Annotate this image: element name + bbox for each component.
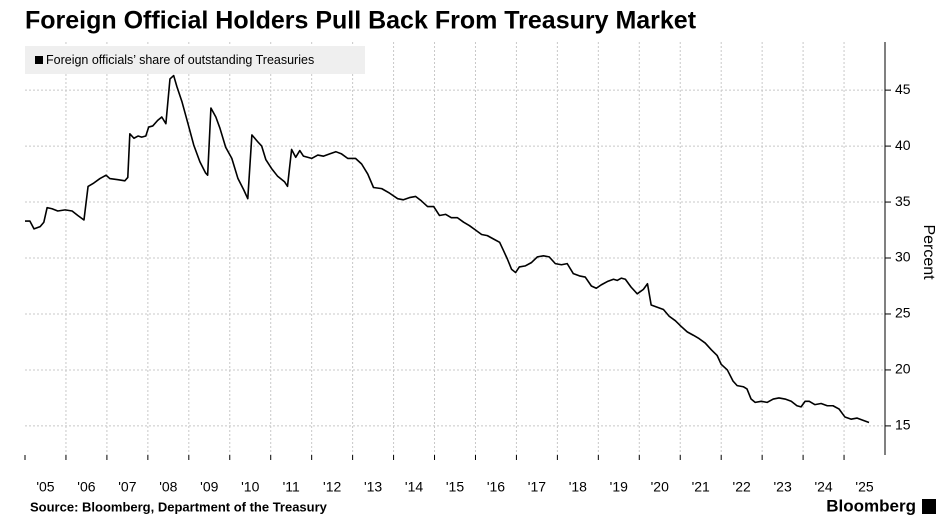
y-tick-label: 15 — [895, 417, 911, 433]
x-tick-label: '17 — [528, 479, 546, 495]
x-tick-label: '05 — [36, 479, 54, 495]
y-tick-label: 45 — [895, 81, 911, 97]
x-tick-label: '07 — [118, 479, 136, 495]
data-line — [25, 74, 870, 424]
y-tick-label: 25 — [895, 305, 911, 321]
x-tick-label: '10 — [241, 479, 259, 495]
x-tick-label: '06 — [77, 479, 95, 495]
x-tick-label: '15 — [446, 479, 464, 495]
x-tick-label: '23 — [773, 479, 791, 495]
x-tick-label: '20 — [651, 479, 669, 495]
chart-title: Foreign Official Holders Pull Back From … — [25, 7, 697, 35]
x-tick-label: '11 — [283, 479, 300, 495]
y-tick-label: 30 — [895, 249, 911, 265]
legend-swatch — [35, 56, 43, 64]
legend-box — [25, 46, 365, 74]
x-tick-label: '22 — [733, 479, 751, 495]
brand-icon — [922, 499, 936, 514]
legend-label: Foreign officials’ share of outstanding … — [46, 53, 314, 67]
x-tick-label: '21 — [692, 479, 710, 495]
x-tick-label: '08 — [159, 479, 177, 495]
x-tick-label: '24 — [814, 479, 832, 495]
y-axis-title: Percent — [920, 224, 937, 280]
y-tick-label: 40 — [895, 137, 911, 153]
x-tick-label: '13 — [364, 479, 382, 495]
y-tick-label: 35 — [895, 193, 911, 209]
x-tick-label: '09 — [200, 479, 218, 495]
x-tick-label: '16 — [487, 479, 505, 495]
x-tick-label: '12 — [323, 479, 341, 495]
brand-logo: Bloomberg — [826, 496, 916, 515]
x-tick-label: '18 — [569, 479, 587, 495]
y-tick-label: 20 — [895, 361, 911, 377]
x-tick-label: '25 — [855, 479, 873, 495]
source-note: Source: Bloomberg, Department of the Tre… — [30, 499, 328, 514]
x-tick-label: '19 — [610, 479, 628, 495]
x-tick-label: '14 — [405, 479, 423, 495]
